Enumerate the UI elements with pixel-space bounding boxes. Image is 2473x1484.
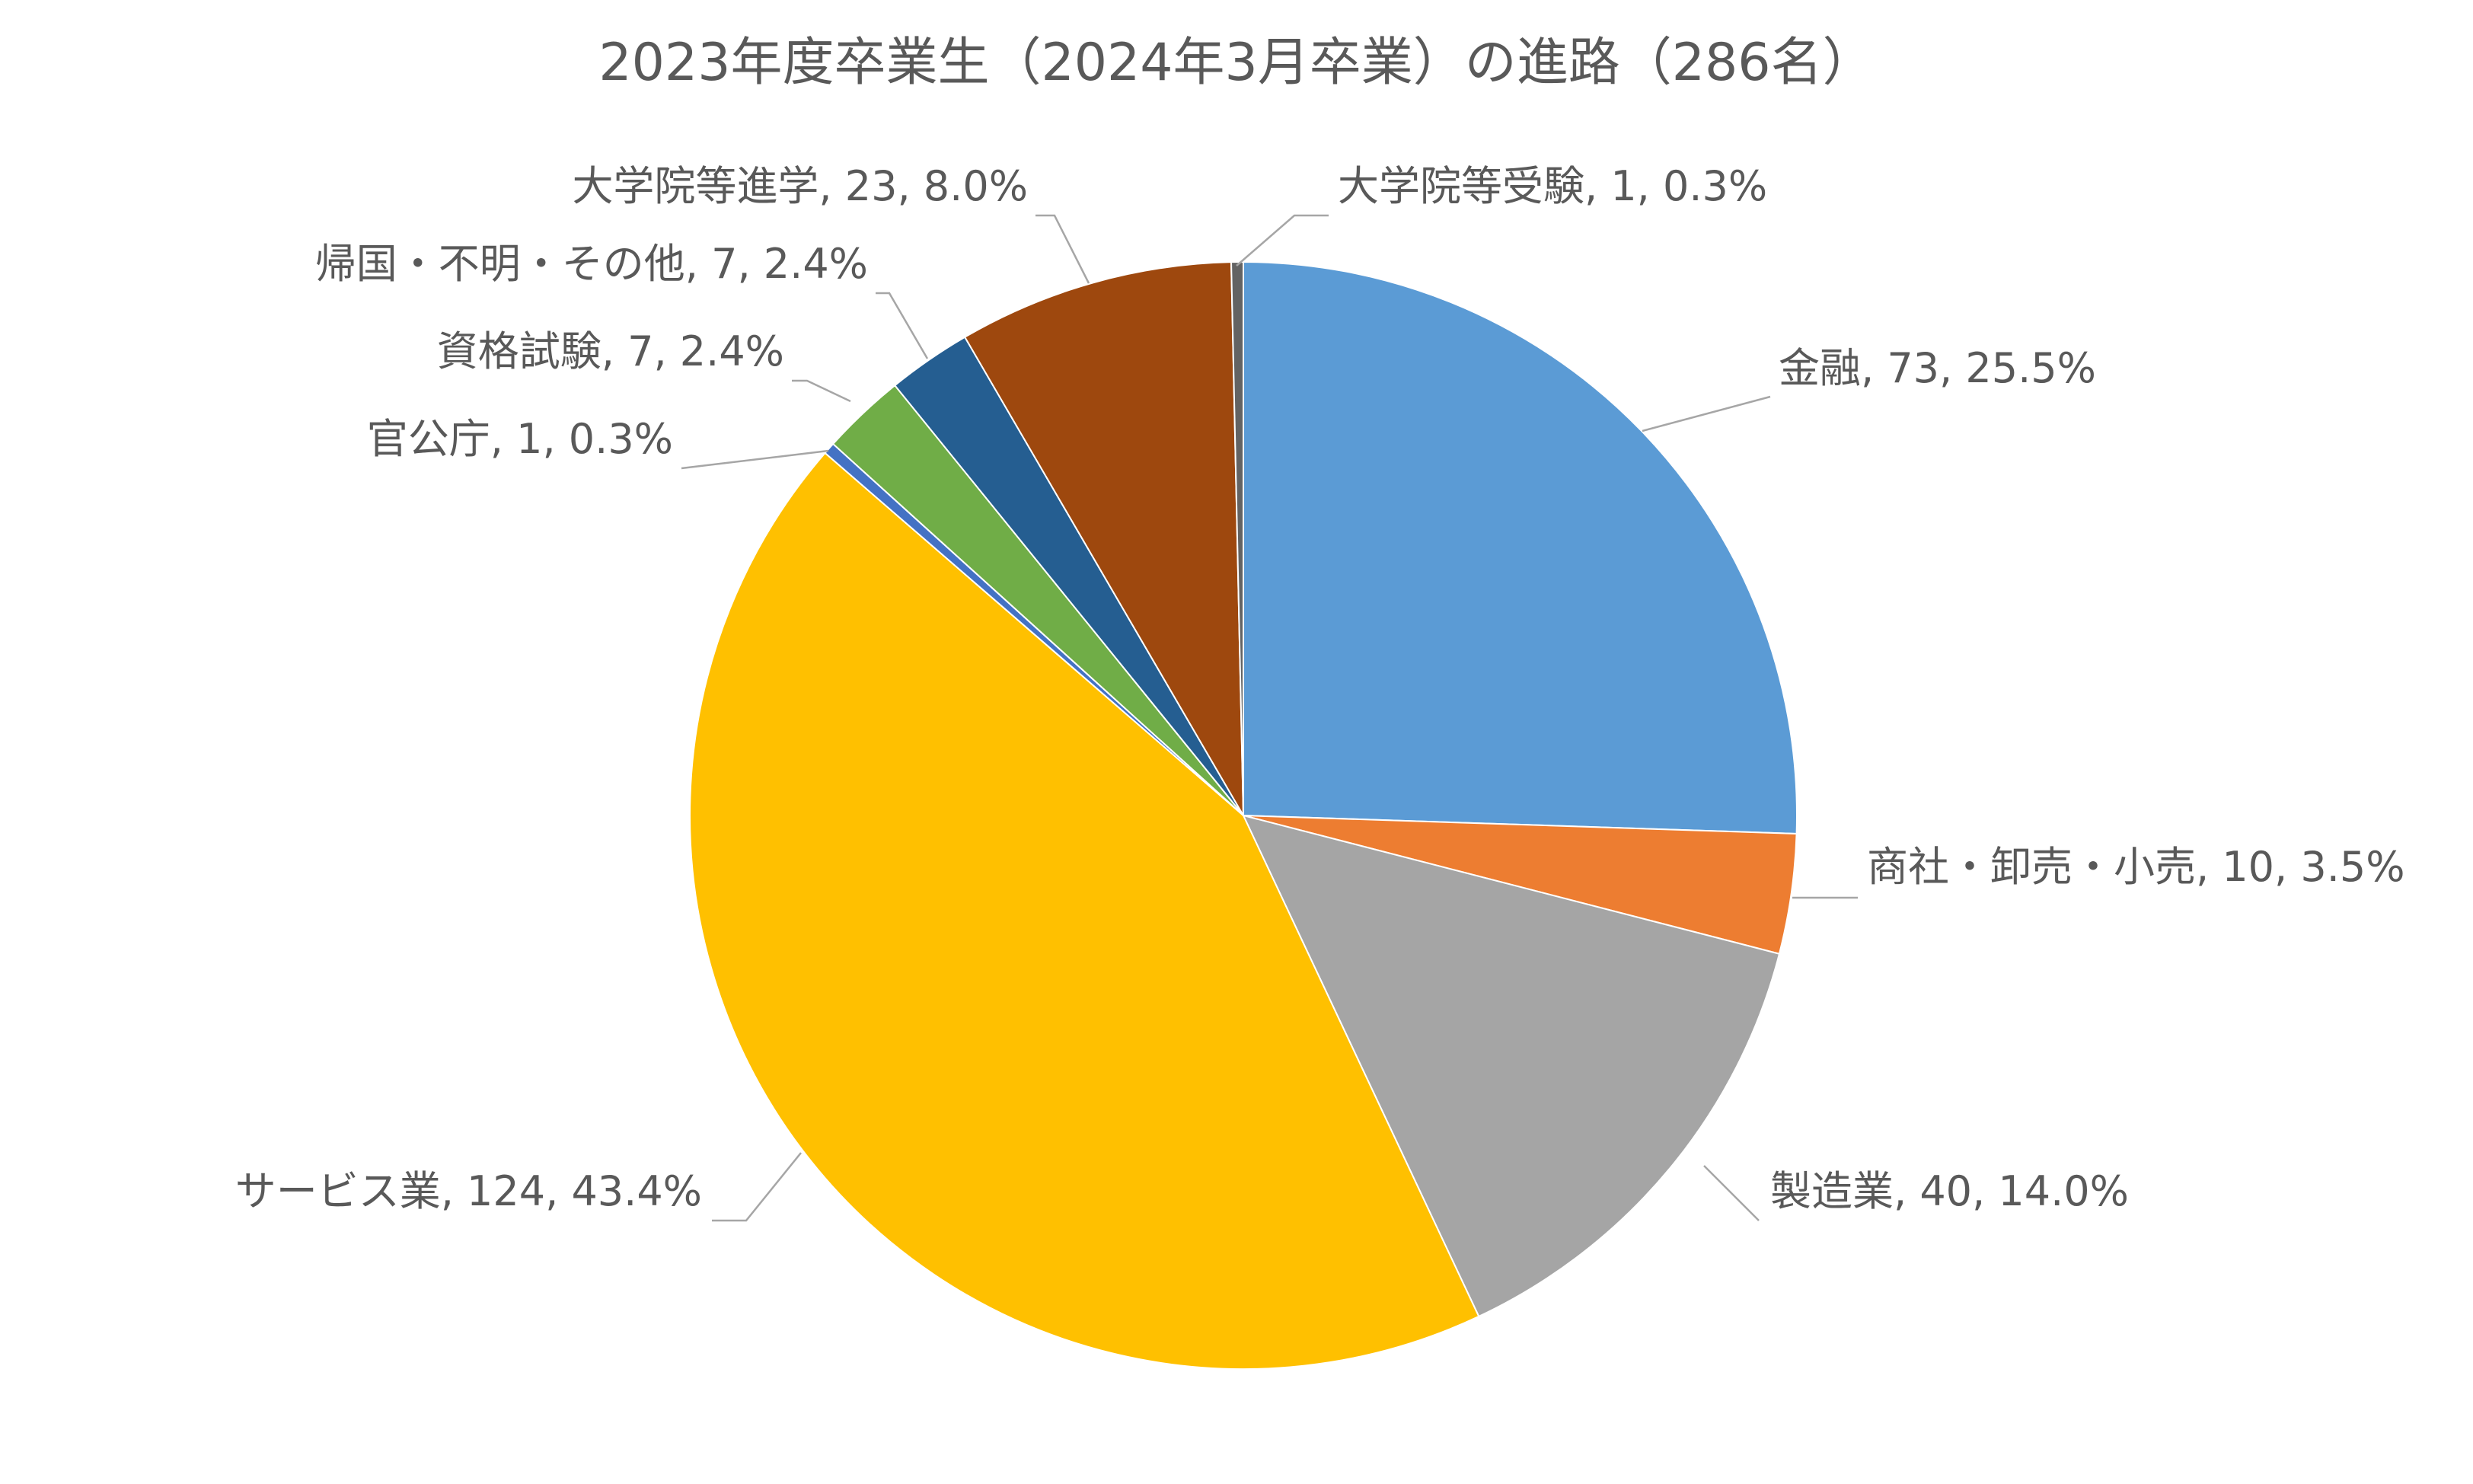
data-label-3: 製造業, 40, 14.0% [1770,1167,2129,1215]
leader-line-3 [1703,1165,1760,1221]
leader-line-4 [712,1152,802,1222]
leader-line-7 [876,292,929,359]
data-label-9: 大学院等受験, 1, 0.3% [1338,162,1767,210]
leader-line-9 [1236,214,1329,266]
leader-line-1 [1642,395,1771,432]
data-label-6: 資格試験, 7, 2.4% [437,327,784,375]
pie-slice-1 [1243,260,1798,835]
pie-slice-3 [1242,814,1781,1318]
pie-slice-8 [963,261,1244,816]
leader-line-6 [792,379,851,403]
leader-lines [681,214,1858,1222]
pie-slice-9 [1230,260,1244,816]
data-label-4: サービス業, 124, 43.4% [235,1167,702,1215]
data-label-1: 金融, 73, 25.5% [1779,344,2096,392]
data-labels: 金融, 73, 25.5% 商社・卸売・小売, 10, 3.5% 製造業, 40, … [235,162,2405,1215]
leader-line-8 [1035,214,1090,284]
data-label-2: 商社・卸売・小売, 10, 3.5% [1867,843,2405,891]
data-label-7: 帰国・不明・その他, 7, 2.4% [315,240,868,288]
pie-slices [689,260,1798,1370]
pie-slice-4 [689,452,1480,1370]
data-label-8: 大学院等進学, 23, 8.0% [572,162,1028,210]
leader-line-5 [681,449,829,470]
chart-title: 2023年度卒業生（2024年3月卒業）の進路（286名） [598,33,1874,93]
data-label-5: 官公庁, 1, 0.3% [367,415,673,463]
